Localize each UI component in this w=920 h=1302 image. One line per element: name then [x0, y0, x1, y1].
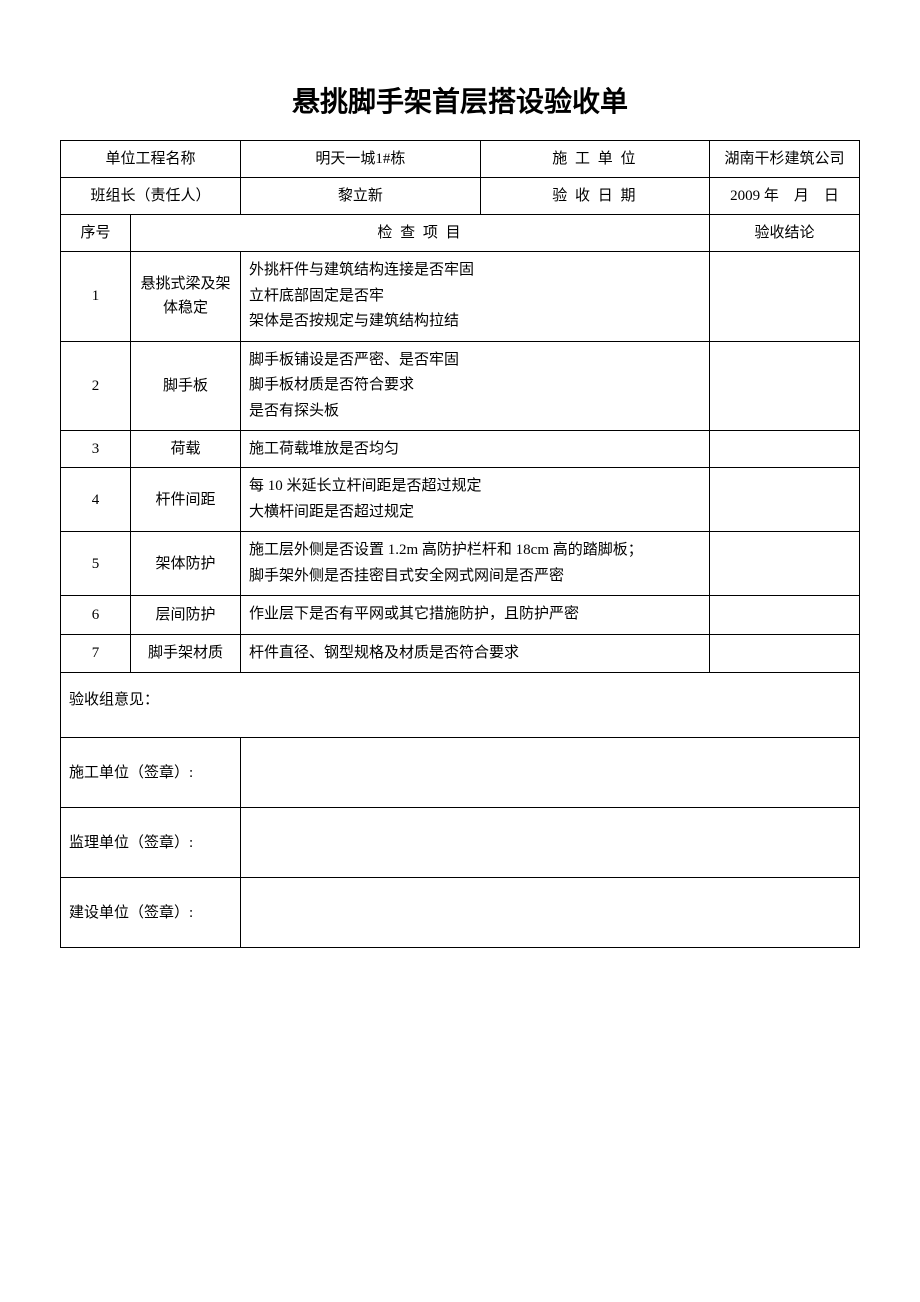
- seq-cell: 6: [61, 596, 131, 635]
- owner-signature-label: 建设单位（签章）:: [61, 878, 241, 948]
- item-cell: 层间防护: [131, 596, 241, 635]
- document-title: 悬挑脚手架首层搭设验收单: [60, 80, 860, 120]
- team-leader-label: 班组长（责任人）: [61, 178, 241, 215]
- item-cell: 脚手架材质: [131, 634, 241, 673]
- conclusion-cell: [710, 252, 860, 342]
- conclusion-header: 验收结论: [710, 215, 860, 252]
- signature-row-supervision: 监理单位（签章）:: [61, 808, 860, 878]
- supervision-signature-space: [241, 808, 860, 878]
- content-cell: 施工层外侧是否设置 1.2m 高防护栏杆和 18cm 高的踏脚板；脚手架外侧是否…: [241, 532, 710, 596]
- construction-signature-label: 施工单位（签章）:: [61, 738, 241, 808]
- acceptance-form-table: 单位工程名称 明天一城1#栋 施 工 单 位 湖南干杉建筑公司 班组长（责任人）…: [60, 140, 860, 948]
- content-cell: 杆件直径、钢型规格及材质是否符合要求: [241, 634, 710, 673]
- item-cell: 荷载: [131, 431, 241, 468]
- table-row: 1 悬挑式梁及架体稳定 外挑杆件与建筑结构连接是否牢固立杆底部固定是否牢架体是否…: [61, 252, 860, 342]
- conclusion-cell: [710, 468, 860, 532]
- seq-header: 序号: [61, 215, 131, 252]
- acceptance-date-value: 2009 年 月 日: [710, 178, 860, 215]
- signature-row-construction: 施工单位（签章）:: [61, 738, 860, 808]
- table-row: 6 层间防护 作业层下是否有平网或其它措施防护，且防护严密: [61, 596, 860, 635]
- conclusion-cell: [710, 341, 860, 431]
- seq-cell: 3: [61, 431, 131, 468]
- table-row: 3 荷载 施工荷载堆放是否均匀: [61, 431, 860, 468]
- project-name-label: 单位工程名称: [61, 141, 241, 178]
- content-cell: 作业层下是否有平网或其它措施防护，且防护严密: [241, 596, 710, 635]
- conclusion-cell: [710, 431, 860, 468]
- seq-cell: 1: [61, 252, 131, 342]
- seq-cell: 7: [61, 634, 131, 673]
- inspection-item-header: 检 查 项 目: [131, 215, 710, 252]
- header-row-1: 单位工程名称 明天一城1#栋 施 工 单 位 湖南干杉建筑公司: [61, 141, 860, 178]
- seq-cell: 4: [61, 468, 131, 532]
- signature-row-owner: 建设单位（签章）:: [61, 878, 860, 948]
- seq-cell: 2: [61, 341, 131, 431]
- column-header-row: 序号 检 查 项 目 验收结论: [61, 215, 860, 252]
- item-cell: 悬挑式梁及架体稳定: [131, 252, 241, 342]
- project-name-value: 明天一城1#栋: [241, 141, 481, 178]
- table-row: 2 脚手板 脚手板铺设是否严密、是否牢固脚手板材质是否符合要求是否有探头板: [61, 341, 860, 431]
- conclusion-cell: [710, 596, 860, 635]
- construction-unit-label: 施 工 单 位: [480, 141, 709, 178]
- conclusion-cell: [710, 634, 860, 673]
- content-cell: 脚手板铺设是否严密、是否牢固脚手板材质是否符合要求是否有探头板: [241, 341, 710, 431]
- table-row: 4 杆件间距 每 10 米延长立杆间距是否超过规定大横杆间距是否超过规定: [61, 468, 860, 532]
- content-cell: 每 10 米延长立杆间距是否超过规定大横杆间距是否超过规定: [241, 468, 710, 532]
- item-cell: 脚手板: [131, 341, 241, 431]
- supervision-signature-label: 监理单位（签章）:: [61, 808, 241, 878]
- item-cell: 架体防护: [131, 532, 241, 596]
- seq-cell: 5: [61, 532, 131, 596]
- acceptance-date-label: 验 收 日 期: [480, 178, 709, 215]
- opinion-row: 验收组意见：: [61, 673, 860, 738]
- table-row: 5 架体防护 施工层外侧是否设置 1.2m 高防护栏杆和 18cm 高的踏脚板；…: [61, 532, 860, 596]
- construction-unit-value: 湖南干杉建筑公司: [710, 141, 860, 178]
- construction-signature-space: [241, 738, 860, 808]
- header-row-2: 班组长（责任人） 黎立新 验 收 日 期 2009 年 月 日: [61, 178, 860, 215]
- content-cell: 施工荷载堆放是否均匀: [241, 431, 710, 468]
- team-leader-value: 黎立新: [241, 178, 481, 215]
- opinion-label: 验收组意见：: [61, 673, 860, 738]
- owner-signature-space: [241, 878, 860, 948]
- table-row: 7 脚手架材质 杆件直径、钢型规格及材质是否符合要求: [61, 634, 860, 673]
- content-cell: 外挑杆件与建筑结构连接是否牢固立杆底部固定是否牢架体是否按规定与建筑结构拉结: [241, 252, 710, 342]
- item-cell: 杆件间距: [131, 468, 241, 532]
- conclusion-cell: [710, 532, 860, 596]
